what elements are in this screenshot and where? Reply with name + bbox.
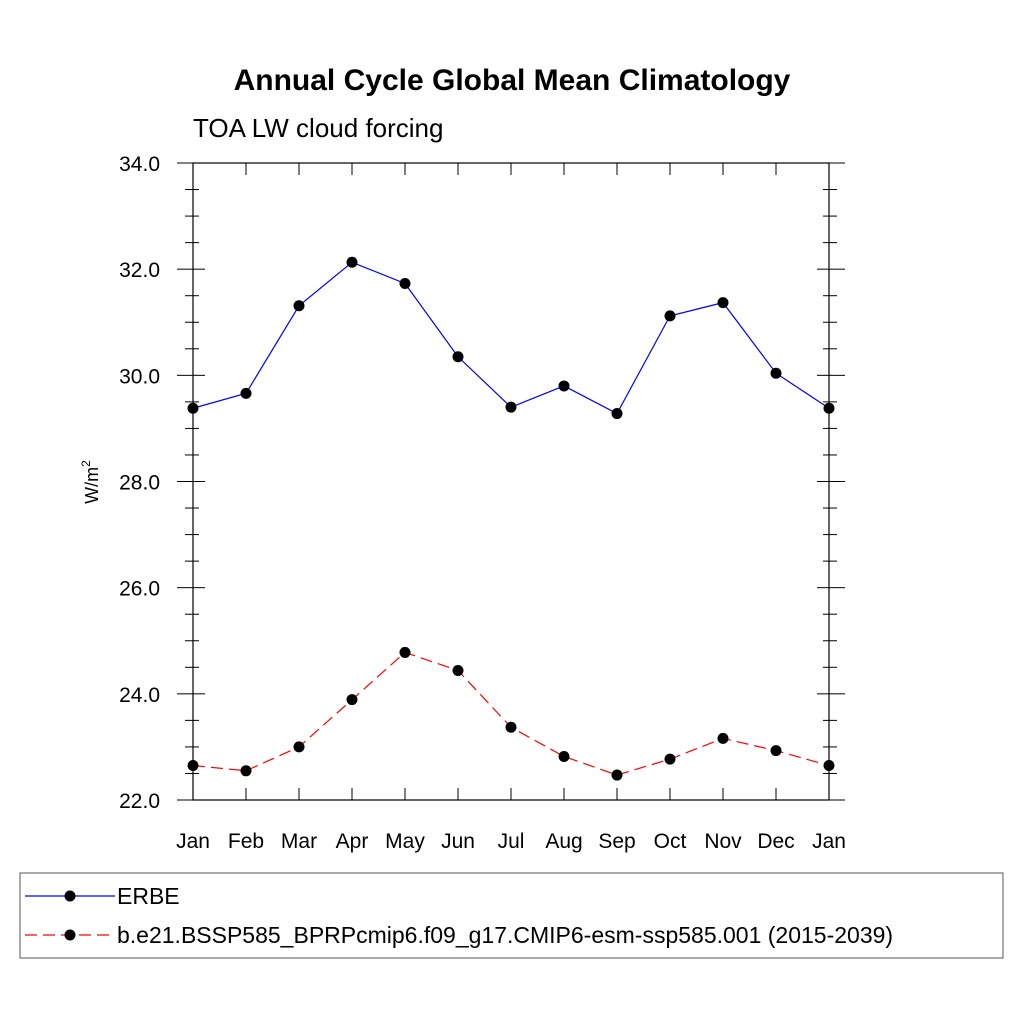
data-point xyxy=(346,256,358,268)
legend-marker xyxy=(64,890,76,902)
data-point xyxy=(240,765,252,777)
legend: ERBE b.e21.BSSP585_BPRPcmip6.f09_g17.CMIP… xyxy=(19,872,1004,959)
x-tick-label: Mar xyxy=(281,830,317,853)
y-axis-label-base: W/m xyxy=(82,467,102,504)
axis-tick-labels: Jan Feb Mar Apr May Jun Jul Aug Sep Oct Nov Dec Jan 2… xyxy=(119,153,846,853)
legend-marker xyxy=(64,929,76,941)
y-axis-label: W/m2 xyxy=(79,460,102,504)
y-tick-label: 30.0 xyxy=(119,365,160,388)
data-point xyxy=(717,297,729,309)
data-point xyxy=(770,745,782,757)
y-tick-label: 26.0 xyxy=(119,578,160,601)
x-tick-label: Dec xyxy=(757,830,794,853)
legend-label: ERBE xyxy=(117,883,180,909)
series-layer xyxy=(187,256,835,781)
data-point xyxy=(399,646,411,658)
y-tick-label: 32.0 xyxy=(119,259,160,282)
x-tick-label: Jan xyxy=(176,830,210,853)
data-point xyxy=(611,769,623,781)
data-point xyxy=(505,721,517,733)
legend-item-2: b.e21.BSSP585_BPRPcmip6.f09_g17.CMIP6-es… xyxy=(25,922,893,948)
data-point xyxy=(505,401,517,413)
plot-frame xyxy=(192,162,830,801)
data-point xyxy=(187,402,199,414)
data-point xyxy=(823,759,835,771)
chart-title: Annual Cycle Global Mean Climatology xyxy=(234,64,791,97)
data-point xyxy=(293,300,305,312)
y-tick-label: 22.0 xyxy=(119,790,160,813)
data-point xyxy=(558,380,570,392)
y-axis-label-superscript: 2 xyxy=(79,460,93,467)
x-tick-label: Sep xyxy=(598,830,635,853)
x-tick-label: Aug xyxy=(545,830,582,853)
svg-text:W/m2: W/m2 xyxy=(79,460,102,504)
x-tick-label: Jan xyxy=(812,830,846,853)
data-point xyxy=(558,750,570,762)
legend-box xyxy=(19,872,1004,959)
data-point xyxy=(664,753,676,765)
legend-items: ERBE b.e21.BSSP585_BPRPcmip6.f09_g17.CMIP… xyxy=(25,883,893,948)
data-point xyxy=(346,694,358,706)
data-point xyxy=(823,402,835,414)
data-point xyxy=(240,387,252,399)
data-point xyxy=(293,741,305,753)
series-1 xyxy=(187,256,835,420)
axis-ticks xyxy=(177,162,845,801)
legend-label: b.e21.BSSP585_BPRPcmip6.f09_g17.CMIP6-es… xyxy=(117,922,893,948)
x-tick-label: Jun xyxy=(441,830,475,853)
data-point xyxy=(717,732,729,744)
y-tick-label: 28.0 xyxy=(119,472,160,495)
x-tick-label: Nov xyxy=(704,830,742,853)
data-point xyxy=(452,351,464,363)
chart-subtitle: TOA LW cloud forcing xyxy=(193,113,443,143)
series-line xyxy=(192,261,830,415)
x-tick-label: Feb xyxy=(228,830,264,853)
y-tick-label: 24.0 xyxy=(119,684,160,707)
data-point xyxy=(611,408,623,420)
series-line xyxy=(192,651,830,776)
data-point xyxy=(399,277,411,289)
x-tick-label: Oct xyxy=(654,830,687,853)
data-point xyxy=(664,310,676,322)
x-tick-label: Jul xyxy=(498,830,525,853)
x-tick-label: Apr xyxy=(336,830,369,853)
series-2 xyxy=(187,646,835,781)
legend-item-1: ERBE xyxy=(25,883,180,909)
data-point xyxy=(452,664,464,676)
x-tick-label: May xyxy=(385,830,425,853)
y-tick-label: 34.0 xyxy=(119,153,160,176)
data-point xyxy=(770,367,782,379)
data-point xyxy=(187,759,199,771)
